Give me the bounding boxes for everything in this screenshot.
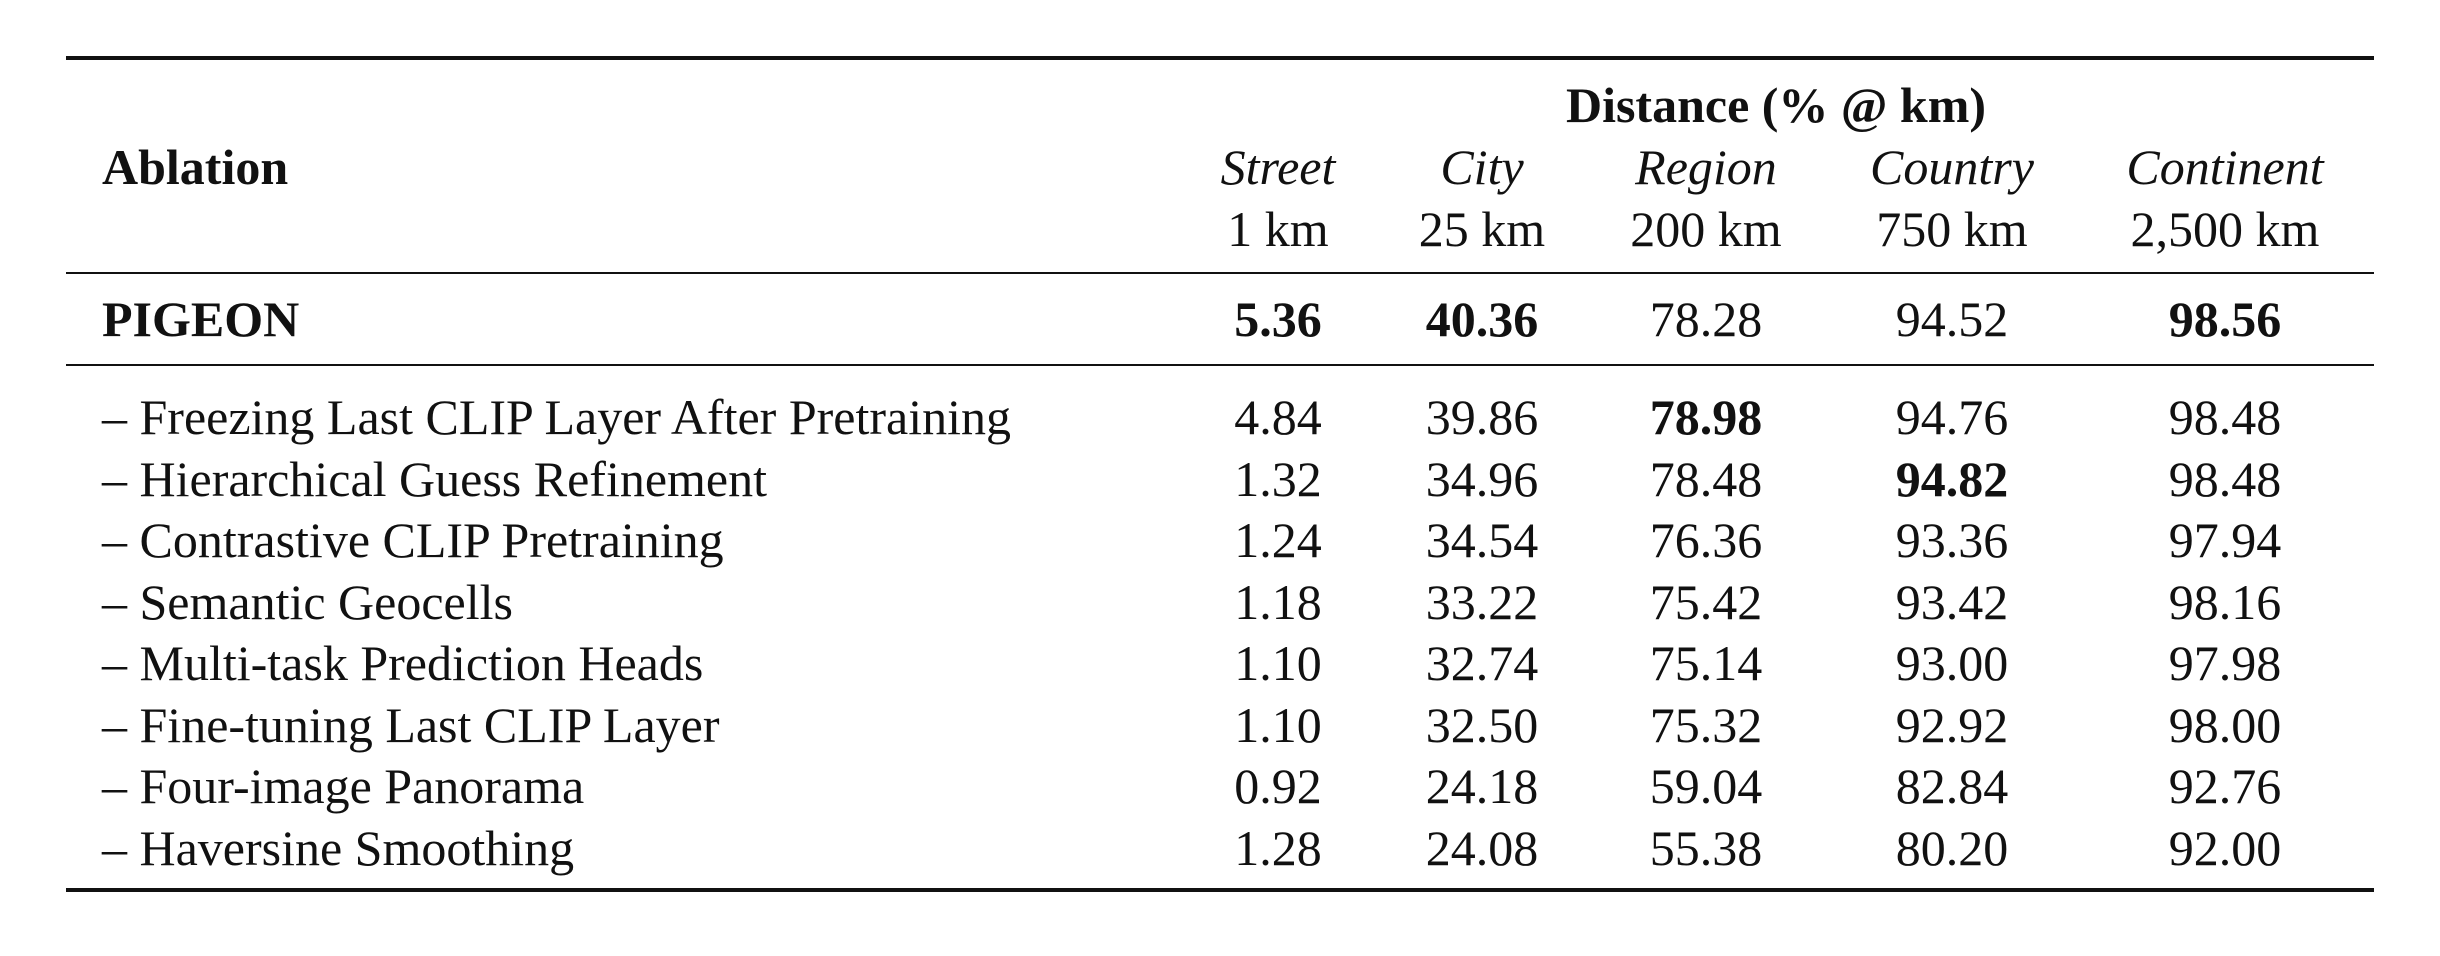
- column-threshold-continent: 2,500 km: [2130, 201, 2320, 257]
- ablation-row-label: – Multi-task Prediction Heads: [102, 635, 704, 691]
- ablation-value: 34.96: [1425, 451, 1539, 507]
- ablation-value: 34.54: [1425, 512, 1539, 568]
- ablation-value: 92.76: [2168, 758, 2282, 814]
- baseline-value: 5.36: [1234, 291, 1322, 347]
- column-threshold-country: 750 km: [1876, 201, 2028, 257]
- column-header-country: Country: [1870, 139, 2034, 195]
- ablation-value: 32.74: [1425, 635, 1539, 691]
- ablation-value: 39.86: [1425, 389, 1539, 445]
- ablation-row-label: – Haversine Smoothing: [102, 820, 575, 876]
- ablation-value: 75.42: [1649, 574, 1763, 630]
- ablation-row-label: – Fine-tuning Last CLIP Layer: [102, 697, 720, 753]
- column-threshold-region: 200 km: [1630, 201, 1782, 257]
- ablation-value: 33.22: [1425, 574, 1539, 630]
- baseline-row-label: PIGEON: [102, 291, 300, 347]
- column-header-city: City: [1440, 139, 1524, 195]
- baseline-value: 40.36: [1425, 291, 1539, 347]
- ablation-value: 97.94: [2168, 512, 2282, 568]
- ablation-row-label: – Contrastive CLIP Pretraining: [102, 512, 724, 568]
- baseline-value: 94.52: [1895, 291, 2009, 347]
- ablation-value: 55.38: [1649, 820, 1763, 876]
- ablation-value: 93.36: [1895, 512, 2009, 568]
- ablation-value: 75.32: [1649, 697, 1763, 753]
- ablation-value: 4.84: [1234, 389, 1322, 445]
- column-threshold-city: 25 km: [1418, 201, 1546, 257]
- ablation-value: 94.76: [1895, 389, 2009, 445]
- top-rule: [66, 56, 2374, 60]
- ablation-value: 78.48: [1649, 451, 1763, 507]
- ablation-value: 94.82: [1895, 451, 2009, 507]
- ablation-value: 1.24: [1234, 512, 1322, 568]
- ablation-value: 92.92: [1895, 697, 2009, 753]
- ablation-value: 1.10: [1234, 697, 1322, 753]
- ablation-value: 78.98: [1649, 389, 1763, 445]
- ablation-value: 93.42: [1895, 574, 2009, 630]
- baseline-value: 98.56: [2168, 291, 2282, 347]
- header-rule: [66, 272, 2374, 274]
- ablation-column-header: Ablation: [102, 139, 289, 195]
- ablation-value: 1.32: [1234, 451, 1322, 507]
- ablation-value: 98.48: [2168, 451, 2282, 507]
- column-threshold-street: 1 km: [1227, 201, 1329, 257]
- ablation-value: 0.92: [1234, 758, 1322, 814]
- distance-group-header: Distance (% @ km): [1565, 77, 1987, 133]
- ablation-value: 32.50: [1425, 697, 1539, 753]
- ablation-row-label: – Semantic Geocells: [102, 574, 513, 630]
- ablation-value: 82.84: [1895, 758, 2009, 814]
- baseline-rule: [66, 364, 2374, 366]
- ablation-value: 24.18: [1425, 758, 1539, 814]
- column-header-region: Region: [1635, 139, 1777, 195]
- ablation-value: 92.00: [2168, 820, 2282, 876]
- ablation-value: 98.48: [2168, 389, 2282, 445]
- ablation-row-label: – Hierarchical Guess Refinement: [102, 451, 768, 507]
- ablation-value: 75.14: [1649, 635, 1763, 691]
- ablation-value: 80.20: [1895, 820, 2009, 876]
- ablation-value: 93.00: [1895, 635, 2009, 691]
- ablation-row-label: – Freezing Last CLIP Layer After Pretrai…: [102, 389, 1011, 445]
- ablation-value: 1.18: [1234, 574, 1322, 630]
- ablation-value: 24.08: [1425, 820, 1539, 876]
- ablation-value: 1.10: [1234, 635, 1322, 691]
- baseline-value: 78.28: [1649, 291, 1763, 347]
- ablation-value: 98.00: [2168, 697, 2282, 753]
- ablation-value: 1.28: [1234, 820, 1322, 876]
- ablation-value: 59.04: [1649, 758, 1763, 814]
- ablation-value: 98.16: [2168, 574, 2282, 630]
- ablation-value: 97.98: [2168, 635, 2282, 691]
- ablation-row-label: – Four-image Panorama: [102, 758, 585, 814]
- column-header-street: Street: [1220, 139, 1336, 195]
- column-header-continent: Continent: [2126, 139, 2324, 195]
- ablation-value: 76.36: [1649, 512, 1763, 568]
- bottom-rule: [66, 888, 2374, 892]
